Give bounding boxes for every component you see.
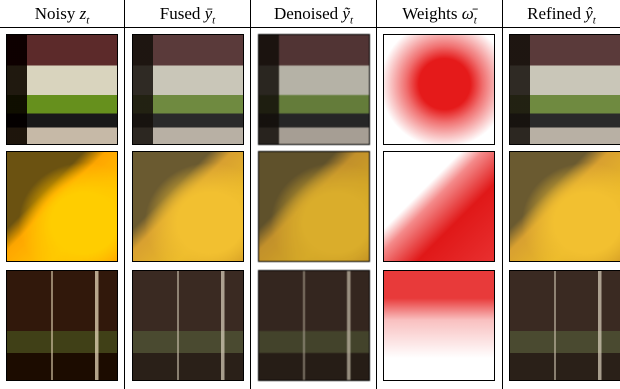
column-rule	[376, 0, 377, 389]
column-header: Refined ŷt	[503, 0, 620, 28]
image	[509, 270, 620, 381]
header-symbol: ỹt	[342, 4, 353, 23]
header-label: Denoised	[274, 4, 338, 23]
header-symbol: ŷt	[585, 4, 596, 23]
image	[132, 270, 244, 381]
image	[6, 34, 118, 145]
header-subscript: t	[593, 14, 596, 26]
header-symbol: zt	[80, 4, 90, 23]
column-header: Noisy zt	[0, 0, 124, 28]
image	[258, 34, 370, 145]
image	[6, 270, 118, 381]
image	[132, 34, 244, 145]
image	[6, 151, 118, 262]
column-header: Fused ȳt	[125, 0, 250, 28]
header-subscript: t	[474, 14, 477, 26]
column-header: Weights ω̄t	[377, 0, 502, 28]
header-subscript: t	[86, 14, 89, 26]
header-subscript: t	[350, 14, 353, 26]
header-subscript: t	[212, 14, 215, 26]
column-header: Denoised ỹt	[251, 0, 376, 28]
image	[383, 270, 495, 381]
image	[258, 151, 370, 262]
header-label: Fused	[160, 4, 201, 23]
column-rule	[502, 0, 503, 389]
image	[132, 151, 244, 262]
image	[509, 151, 620, 262]
image	[383, 151, 495, 262]
image	[258, 270, 370, 381]
header-symbol: ω̄t	[462, 4, 477, 23]
column-rule	[250, 0, 251, 389]
column-rule	[124, 0, 125, 389]
image	[509, 34, 620, 145]
header-label: Refined	[527, 4, 581, 23]
header-label: Noisy	[35, 4, 76, 23]
figure: Noisy ztFused ȳtDenoised ỹtWeights ω̄tRe…	[0, 0, 620, 389]
header-label: Weights	[402, 4, 457, 23]
header-symbol: ȳt	[205, 4, 216, 23]
image	[383, 34, 495, 145]
